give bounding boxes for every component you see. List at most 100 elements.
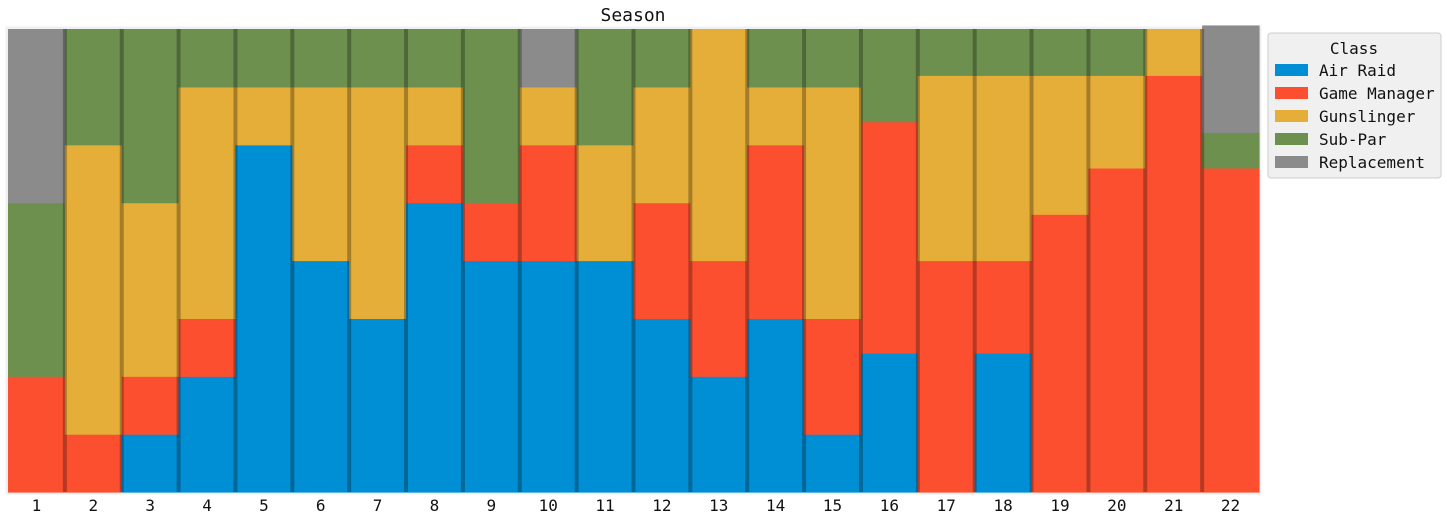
x-tick-label: 12 <box>652 496 671 515</box>
bar-segment-gunslinger-season-20 <box>1088 75 1146 169</box>
bar-divider <box>404 29 409 492</box>
bar-segment-sub-par-season-4 <box>178 29 237 88</box>
x-tick-label: 18 <box>993 496 1012 515</box>
x-tick-label: 20 <box>1107 496 1126 515</box>
x-tick-label: 11 <box>595 496 614 515</box>
bar-segment-game-manager-season-10 <box>519 144 578 262</box>
bar-segment-sub-par-season-18 <box>974 29 1033 76</box>
bar-segment-air-raid-season-18 <box>974 353 1033 493</box>
legend-items: Air Raid Game Manager Gunslinger Sub-Par Rep… <box>1275 61 1435 172</box>
bar-segment-sub-par-season-11 <box>576 29 635 146</box>
x-tick-label: 14 <box>766 496 785 515</box>
bar-segment-sub-par-season-16 <box>860 29 919 123</box>
bar-divider <box>688 29 693 492</box>
bar-divider <box>460 29 465 492</box>
bar-segment-sub-par-season-8 <box>406 29 464 88</box>
bar-segment-game-manager-season-15 <box>804 318 862 435</box>
legend-label: Air Raid <box>1319 61 1396 80</box>
bar-segment-air-raid-season-6 <box>292 260 350 493</box>
bar-divider <box>176 29 181 492</box>
legend-swatch-game-manager <box>1275 87 1308 99</box>
bar-segment-gunslinger-season-14 <box>747 86 805 146</box>
bars-group <box>8 25 1260 493</box>
x-tick-label: 2 <box>88 496 98 515</box>
x-tick-label: 21 <box>1164 496 1183 515</box>
x-tick-label: 8 <box>430 496 440 515</box>
bar-segment-sub-par-season-15 <box>804 29 862 88</box>
x-tick-label: 22 <box>1221 496 1240 515</box>
bar-divider <box>745 29 750 492</box>
bar-segment-gunslinger-season-3 <box>121 202 180 377</box>
bar-segment-sub-par-season-17 <box>917 29 976 76</box>
bar-segment-game-manager-season-8 <box>406 144 464 204</box>
bar-segment-sub-par-season-3 <box>121 29 180 204</box>
bar-segment-game-manager-season-2 <box>64 434 123 493</box>
bar-segment-sub-par-season-12 <box>633 29 691 88</box>
bar-segment-air-raid-season-14 <box>747 318 805 493</box>
bar-segment-sub-par-season-6 <box>292 29 350 88</box>
bar-segment-game-manager-season-19 <box>1031 214 1090 493</box>
x-tick-label: 16 <box>880 496 899 515</box>
bar-divider <box>347 29 352 492</box>
bar-segment-gunslinger-season-19 <box>1031 75 1090 215</box>
bar-divider <box>62 29 67 492</box>
bar-divider <box>915 29 920 492</box>
bar-divider <box>858 29 863 492</box>
bar-segment-sub-par-season-14 <box>747 29 805 88</box>
bar-segment-gunslinger-season-8 <box>406 86 464 146</box>
bar-segment-gunslinger-season-7 <box>349 86 407 319</box>
bar-segment-game-manager-season-9 <box>462 202 521 262</box>
bar-segment-gunslinger-season-15 <box>804 86 862 319</box>
bar-segment-game-manager-season-18 <box>974 260 1033 354</box>
bar-segment-gunslinger-season-18 <box>974 75 1033 262</box>
bar-segment-air-raid-season-9 <box>462 260 521 493</box>
bar-divider <box>802 29 807 492</box>
bar-divider <box>574 29 579 492</box>
bar-segment-gunslinger-season-10 <box>519 86 578 146</box>
legend-swatch-gunslinger <box>1275 110 1308 122</box>
bar-divider <box>1029 29 1034 492</box>
bar-segment-air-raid-season-4 <box>178 376 237 493</box>
bar-divider <box>1143 29 1148 492</box>
bar-segment-game-manager-season-12 <box>633 202 691 319</box>
legend-label: Replacement <box>1319 153 1425 172</box>
bar-segment-sub-par-season-1 <box>8 202 66 377</box>
bar-segment-air-raid-season-10 <box>519 260 578 493</box>
bar-segment-air-raid-season-8 <box>406 202 464 493</box>
x-tick-labels: 1 2 3 4 5 6 7 8 9 10 11 12 13 14 15 16 17 18 19 20 21 22 <box>32 496 1241 515</box>
bar-segment-gunslinger-season-2 <box>64 144 123 435</box>
x-tick-label: 13 <box>709 496 728 515</box>
bar-segment-game-manager-season-22 <box>1202 167 1260 493</box>
bar-segment-replacement-season-10 <box>519 29 578 88</box>
bar-segment-game-manager-season-20 <box>1088 167 1146 493</box>
bar-segment-sub-par-season-20 <box>1088 29 1146 76</box>
bar-segment-sub-par-season-19 <box>1031 29 1090 76</box>
bar-segment-gunslinger-season-17 <box>917 75 976 262</box>
bar-divider <box>1086 29 1091 492</box>
bar-segment-air-raid-season-5 <box>235 144 293 493</box>
bar-segment-sub-par-season-22 <box>1202 132 1260 169</box>
bar-divider <box>119 29 124 492</box>
x-tick-label: 9 <box>487 496 497 515</box>
bar-segment-sub-par-season-9 <box>462 29 521 204</box>
x-tick-label: 3 <box>145 496 155 515</box>
bar-segment-gunslinger-season-4 <box>178 86 237 319</box>
legend-swatch-replacement <box>1275 156 1308 168</box>
bar-segment-game-manager-season-14 <box>747 144 805 319</box>
legend-label: Game Manager <box>1319 84 1435 103</box>
bar-segment-air-raid-season-13 <box>690 376 748 493</box>
bar-segment-gunslinger-season-21 <box>1145 29 1203 76</box>
legend: Class Air Raid Game Manager Gunslinger Sub-… <box>1267 32 1442 179</box>
bar-segment-game-manager-season-1 <box>8 376 66 493</box>
bar-segment-game-manager-season-13 <box>690 260 748 377</box>
x-tick-label: 4 <box>202 496 212 515</box>
bar-segment-air-raid-season-7 <box>349 318 407 493</box>
legend-title: Class <box>1330 39 1378 58</box>
x-tick-label: 1 <box>32 496 42 515</box>
bar-segment-air-raid-season-3 <box>121 434 180 493</box>
bar-divider <box>233 29 238 492</box>
bar-segment-air-raid-season-15 <box>804 434 862 493</box>
legend-label: Gunslinger <box>1319 107 1416 126</box>
bar-segment-game-manager-season-17 <box>917 260 976 493</box>
